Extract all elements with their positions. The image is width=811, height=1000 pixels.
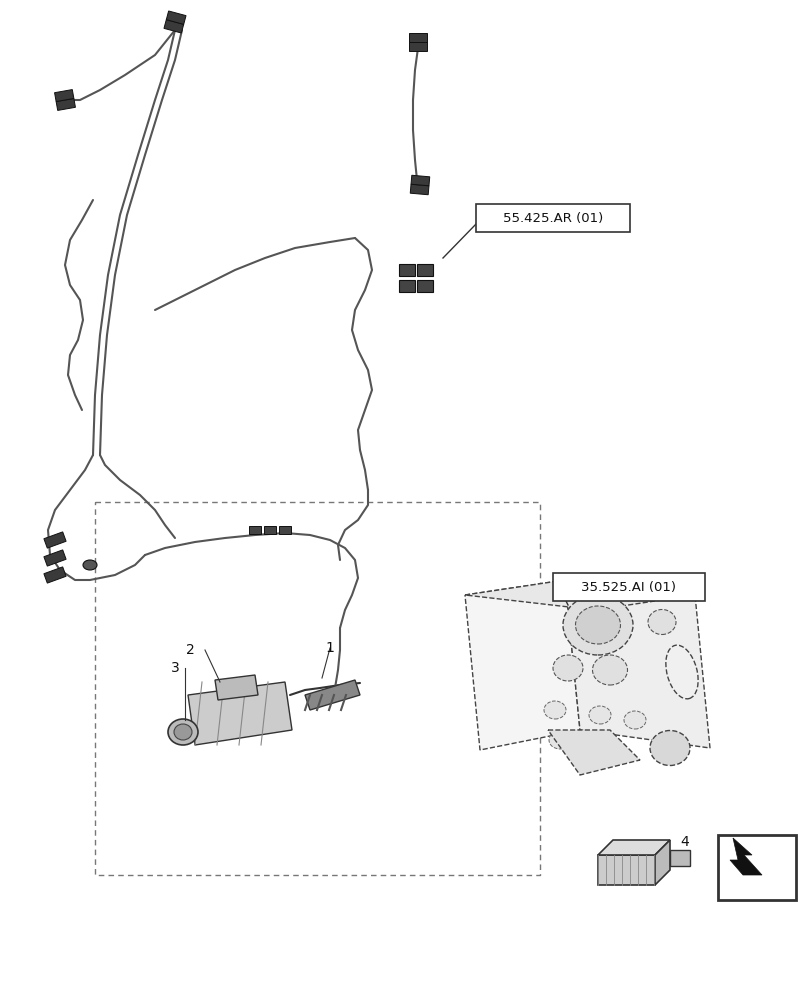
- Text: 4: 4: [680, 835, 689, 849]
- FancyBboxPatch shape: [249, 526, 260, 534]
- FancyBboxPatch shape: [56, 98, 75, 110]
- Ellipse shape: [592, 655, 627, 685]
- Ellipse shape: [649, 730, 689, 766]
- Polygon shape: [729, 838, 761, 875]
- FancyBboxPatch shape: [166, 11, 186, 24]
- Ellipse shape: [562, 595, 633, 655]
- Polygon shape: [597, 855, 654, 885]
- FancyBboxPatch shape: [669, 850, 689, 866]
- FancyBboxPatch shape: [417, 264, 432, 276]
- FancyBboxPatch shape: [398, 280, 414, 292]
- FancyBboxPatch shape: [417, 280, 432, 292]
- Ellipse shape: [543, 701, 565, 719]
- Ellipse shape: [623, 711, 646, 729]
- FancyBboxPatch shape: [717, 835, 795, 900]
- FancyBboxPatch shape: [164, 20, 183, 33]
- FancyBboxPatch shape: [475, 204, 629, 232]
- FancyBboxPatch shape: [54, 90, 74, 102]
- Polygon shape: [654, 840, 669, 885]
- Text: 2: 2: [186, 643, 194, 657]
- Polygon shape: [597, 840, 669, 855]
- FancyBboxPatch shape: [409, 42, 427, 51]
- Ellipse shape: [665, 645, 697, 699]
- Ellipse shape: [548, 731, 570, 749]
- FancyBboxPatch shape: [552, 573, 704, 601]
- Polygon shape: [547, 730, 639, 775]
- Ellipse shape: [588, 706, 610, 724]
- Polygon shape: [305, 680, 359, 710]
- FancyBboxPatch shape: [410, 184, 428, 195]
- FancyBboxPatch shape: [409, 33, 427, 42]
- Ellipse shape: [174, 724, 191, 740]
- Ellipse shape: [647, 609, 676, 634]
- Ellipse shape: [83, 560, 97, 570]
- Ellipse shape: [588, 739, 610, 757]
- Text: 35.525.AI (01): 35.525.AI (01): [581, 580, 676, 593]
- FancyBboxPatch shape: [44, 550, 66, 566]
- FancyBboxPatch shape: [398, 264, 414, 276]
- Polygon shape: [215, 675, 258, 700]
- Polygon shape: [564, 580, 709, 748]
- FancyBboxPatch shape: [410, 175, 429, 186]
- Text: 3: 3: [170, 661, 179, 675]
- Ellipse shape: [575, 606, 620, 644]
- Polygon shape: [188, 682, 292, 745]
- Polygon shape: [465, 580, 694, 610]
- Text: 1: 1: [325, 641, 334, 655]
- FancyBboxPatch shape: [264, 526, 276, 534]
- Text: 55.425.AR (01): 55.425.AR (01): [502, 212, 603, 225]
- Ellipse shape: [552, 655, 582, 681]
- FancyBboxPatch shape: [44, 567, 66, 583]
- Polygon shape: [465, 580, 579, 750]
- FancyBboxPatch shape: [279, 526, 290, 534]
- FancyBboxPatch shape: [44, 532, 66, 548]
- Ellipse shape: [168, 719, 198, 745]
